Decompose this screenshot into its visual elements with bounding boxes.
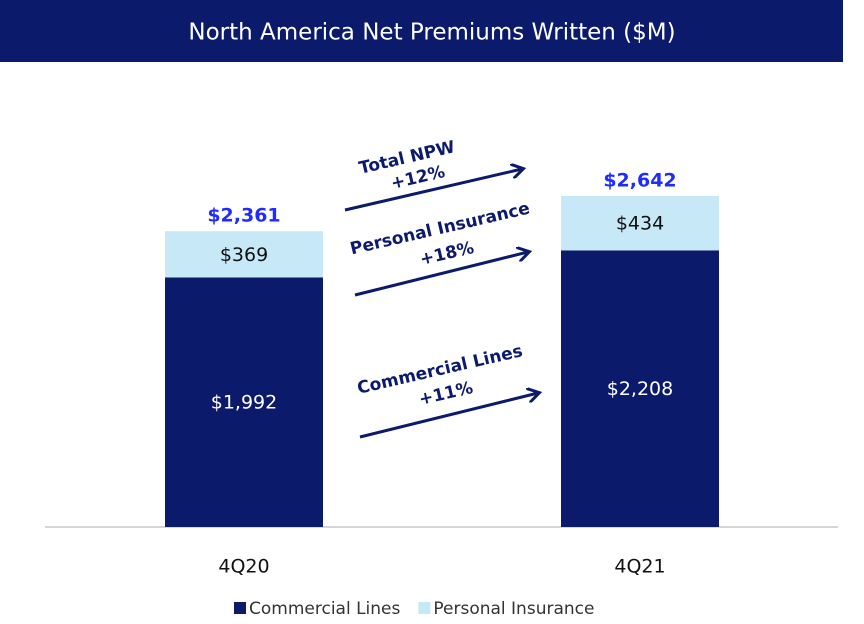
x-tick-label: 4Q21: [614, 556, 665, 578]
annotation-change: +18%: [418, 238, 476, 270]
total-label: $2,642: [603, 170, 676, 192]
bar-segment: [561, 196, 719, 251]
bar-segment: [165, 277, 323, 527]
arrow: [359, 393, 538, 439]
value-label: $369: [220, 244, 268, 266]
bar-segment: [165, 231, 323, 278]
bar-segment: [561, 250, 719, 527]
legend-label: Commercial Lines: [249, 599, 401, 619]
value-label: $2,208: [607, 378, 673, 400]
total-label: $2,361: [207, 205, 280, 227]
arrow: [344, 169, 522, 212]
value-label: $434: [616, 213, 664, 235]
arrow: [354, 252, 528, 297]
legend-label: Personal Insurance: [433, 599, 594, 619]
x-tick-label: 4Q20: [218, 556, 269, 578]
legend-swatch: [234, 602, 246, 614]
chart-title: North America Net Premiums Written ($M): [188, 20, 675, 46]
legend-swatch: [418, 602, 431, 614]
value-label: $1,992: [211, 392, 277, 414]
title-bar: [0, 0, 843, 62]
